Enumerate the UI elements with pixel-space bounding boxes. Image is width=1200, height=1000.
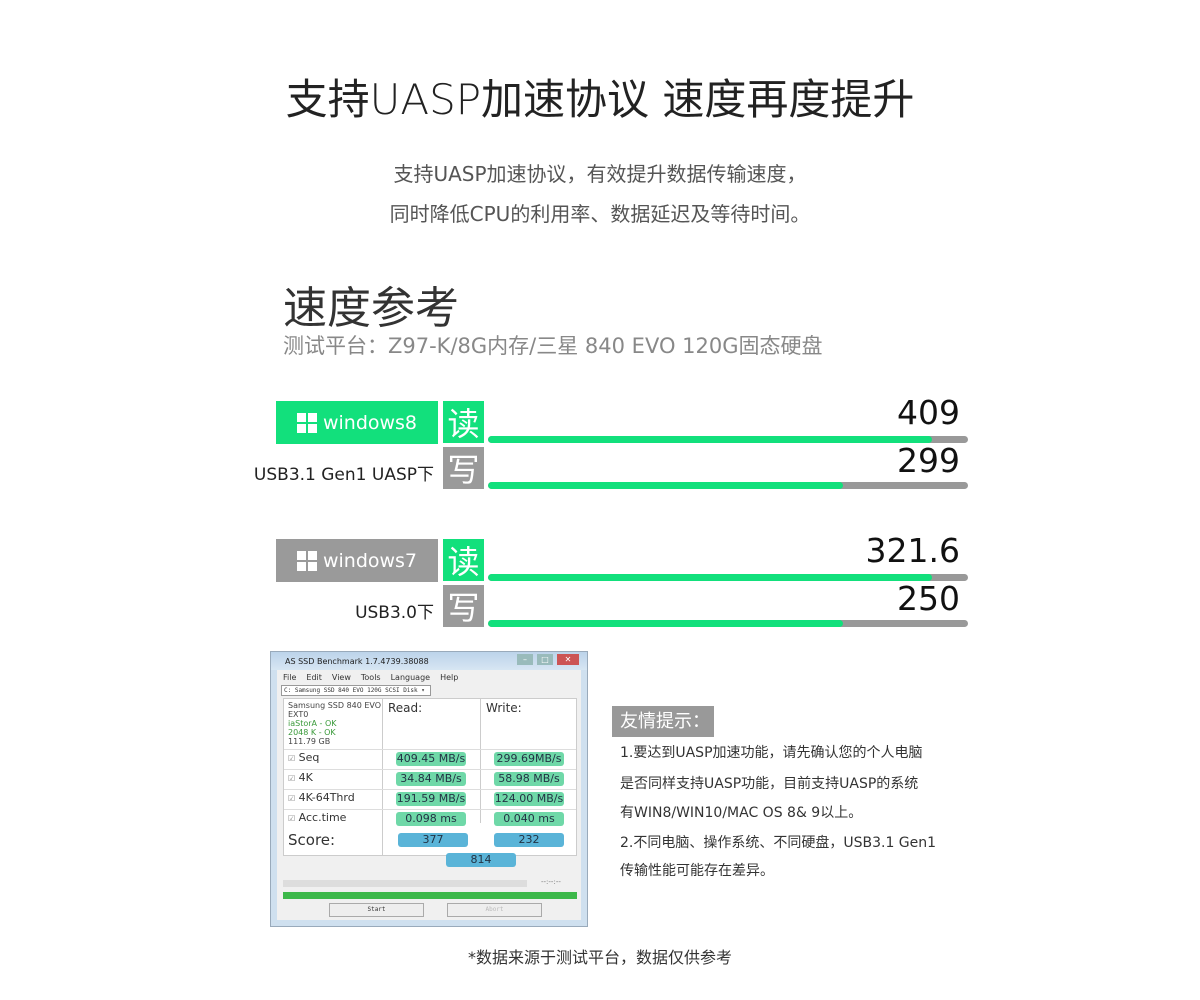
section-title: 速度参考 (283, 283, 459, 334)
checkbox-icon: ☑ (288, 754, 296, 763)
test-row-Acc.time[interactable]: ☑ Acc.time (288, 811, 347, 824)
menu-item[interactable]: Language (390, 673, 431, 682)
window-title: AS SSD Benchmark 1.7.4739.38088 (285, 656, 429, 666)
maximize-button[interactable]: □ (537, 654, 553, 665)
read-bar-fill (488, 436, 932, 443)
write-result: 58.98 MB/s (494, 772, 564, 786)
windows-logo-icon (296, 412, 317, 433)
test-row-Seq[interactable]: ☑ Seq (288, 751, 320, 764)
write-bar-fill (488, 482, 844, 489)
start-button[interactable]: Start (329, 903, 424, 917)
page-title: 支持UASP加速协议 速度再度提升 (285, 75, 915, 124)
score-total: 814 (446, 853, 516, 867)
tip-line: 是否同样支持UASP功能，目前支持UASP的系统 (620, 776, 919, 792)
score-label: Score: (288, 831, 336, 849)
read-value: 321.6 (865, 531, 960, 570)
write-value: 299 (897, 441, 960, 480)
results-grid: Samsung SSD 840 EVO EXT0 iaStorA - OK 2048 … (283, 698, 577, 867)
drive-info: 111.79 GB (288, 737, 331, 746)
read-label: 读 (443, 401, 484, 443)
drive-info: 2048 K - OK (288, 728, 336, 737)
interface-label: USB3.0下 (355, 603, 434, 623)
read-result: 191.59 MB/s (396, 792, 466, 806)
tip-line: 有WIN8/WIN10/MAC OS 8& 9以上。 (620, 805, 863, 821)
close-button[interactable]: ✕ (557, 654, 579, 665)
test-row-4K[interactable]: ☑ 4K (288, 771, 313, 784)
read-label: 读 (443, 539, 484, 581)
read-bar-fill (488, 574, 932, 581)
menu-item[interactable]: File (283, 673, 297, 682)
checkbox-icon: ☑ (288, 794, 296, 803)
write-label: 写 (443, 585, 484, 627)
checkbox-icon: ☑ (288, 774, 296, 783)
drive-info: iaStorA - OK (288, 719, 337, 728)
read-header: Read: (388, 701, 423, 715)
read-result: 34.84 MB/s (396, 772, 466, 786)
test-platform: 测试平台：Z97-K/8G内存/三星 840 EVO 120G固态硬盘 (283, 334, 823, 358)
subtitle-line-1: 支持UASP加速协议，有效提升数据传输速度， (393, 162, 807, 186)
interface-label: USB3.1 Gen1 UASP下 (253, 465, 434, 485)
read-value: 409 (897, 393, 960, 432)
drive-info: Samsung SSD 840 EVO (288, 701, 382, 710)
menu-item[interactable]: Tools (360, 673, 381, 682)
score-write: 232 (494, 833, 564, 847)
write-label: 写 (443, 447, 484, 489)
score-read: 377 (398, 833, 468, 847)
write-result: 299.69MB/s (494, 752, 564, 766)
read-bar (488, 574, 968, 581)
write-value: 250 (897, 579, 960, 618)
write-bar (488, 620, 968, 627)
tip-line: 2.不同电脑、操作系统、不同硬盘，USB3.1 Gen1 (620, 835, 937, 851)
write-header: Write: (486, 701, 522, 715)
subtitle-line-2: 同时降低CPU的利用率、数据延迟及等待时间。 (389, 202, 811, 226)
windows-logo-icon (296, 550, 317, 571)
progress-bar-small (283, 880, 527, 887)
write-bar (488, 482, 968, 489)
tip-line: 1.要达到UASP加速功能，请先确认您的个人电脑 (620, 745, 923, 761)
tips-title: 友情提示： (612, 706, 714, 737)
read-result: 0.098 ms (396, 812, 466, 826)
os-badge-windows8: windows8 (276, 401, 438, 444)
write-result: 124.00 MB/s (494, 792, 564, 806)
write-result: 0.040 ms (494, 812, 564, 826)
progress-bar (283, 892, 577, 899)
read-result: 409.45 MB/s (396, 752, 466, 766)
abort-button[interactable]: Abort (447, 903, 542, 917)
drive-info: EXT0 (288, 710, 309, 719)
footer-note: *数据来源于测试平台，数据仅供参考 (467, 948, 732, 967)
elapsed-time: --:--:-- (541, 878, 561, 886)
menu-item[interactable]: Help (440, 673, 459, 682)
read-bar (488, 436, 968, 443)
benchmark-window: AS SSD Benchmark 1.7.4739.38088 – □ ✕ File… (270, 651, 588, 927)
os-badge-windows7: windows7 (276, 539, 438, 582)
minimize-button[interactable]: – (517, 654, 533, 665)
write-bar-fill (488, 620, 844, 627)
drive-select[interactable]: C: Samsung SSD 840 EVO 120G SCSI Disk ▾ (281, 685, 431, 696)
test-row-4K-64Thrd[interactable]: ☑ 4K-64Thrd (288, 791, 355, 804)
menu-item[interactable]: View (331, 673, 351, 682)
checkbox-icon: ☑ (288, 814, 296, 823)
tip-line: 传输性能可能存在差异。 (620, 863, 774, 879)
menu-item[interactable]: Edit (306, 673, 322, 682)
